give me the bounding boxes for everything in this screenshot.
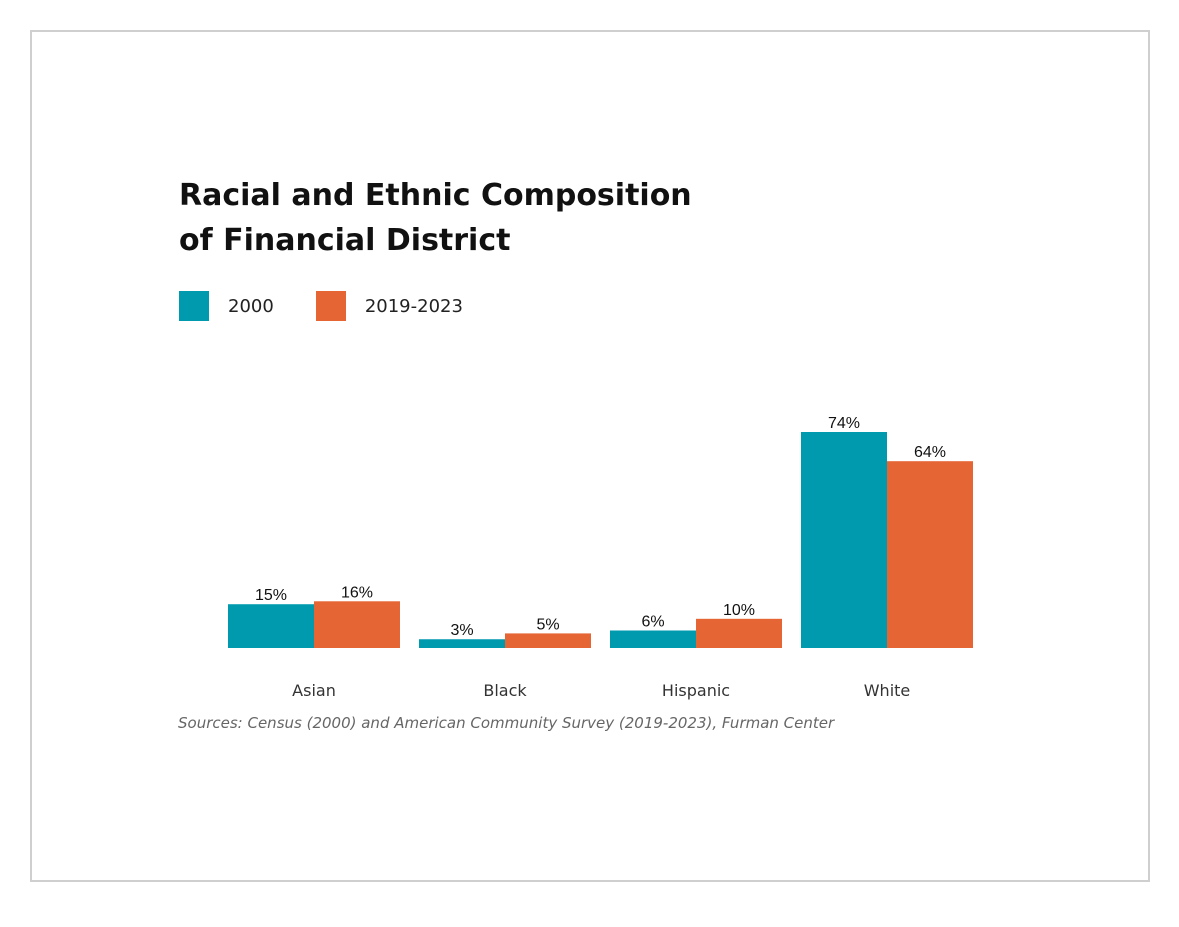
data-label-asian-2000: 15% xyxy=(255,587,287,604)
legend-swatch-2019-2023 xyxy=(315,291,346,321)
bar-black-2000 xyxy=(419,639,505,648)
data-label-black-2019-2023: 5% xyxy=(536,616,559,633)
legend-swatch-2000 xyxy=(179,291,209,321)
chart-title: Racial and Ethnic Composition of Financi… xyxy=(179,173,739,263)
data-label-asian-2019-2023: 16% xyxy=(341,584,373,601)
legend-label-2000: 2000 xyxy=(228,295,274,317)
legend-label-2019-2023: 2019-2023 xyxy=(364,295,463,317)
legend-item-2019-2023: 2019-2023 xyxy=(315,291,463,321)
legend-item-2000: 2000 xyxy=(179,291,274,321)
category-label-black: Black xyxy=(483,681,527,700)
bar-asian-2019-2023 xyxy=(314,601,400,648)
bar-black-2019-2023 xyxy=(505,633,591,648)
source-note: Sources: Census (2000) and American Comm… xyxy=(178,714,835,732)
category-label-white: White xyxy=(864,681,911,700)
chart-title-line-1: Racial and Ethnic Composition xyxy=(179,178,692,213)
bar-hispanic-2000 xyxy=(610,630,696,648)
data-label-white-2019-2023: 64% xyxy=(914,444,946,461)
bar-white-2019-2023 xyxy=(887,461,973,648)
bar-hispanic-2019-2023 xyxy=(696,618,782,648)
data-label-hispanic-2000: 6% xyxy=(641,613,664,630)
data-label-white-2000: 74% xyxy=(828,415,860,432)
data-label-hispanic-2019-2023: 10% xyxy=(723,602,755,619)
bar-asian-2000 xyxy=(228,604,314,648)
data-label-black-2000: 3% xyxy=(450,622,473,639)
chart-frame xyxy=(30,30,1150,882)
bar-white-2000 xyxy=(801,432,887,648)
chart-title-line-2: of Financial District xyxy=(179,223,511,258)
category-label-asian: Asian xyxy=(292,681,336,700)
category-label-hispanic: Hispanic xyxy=(662,681,730,700)
legend: 2000 2019-2023 xyxy=(179,291,505,321)
